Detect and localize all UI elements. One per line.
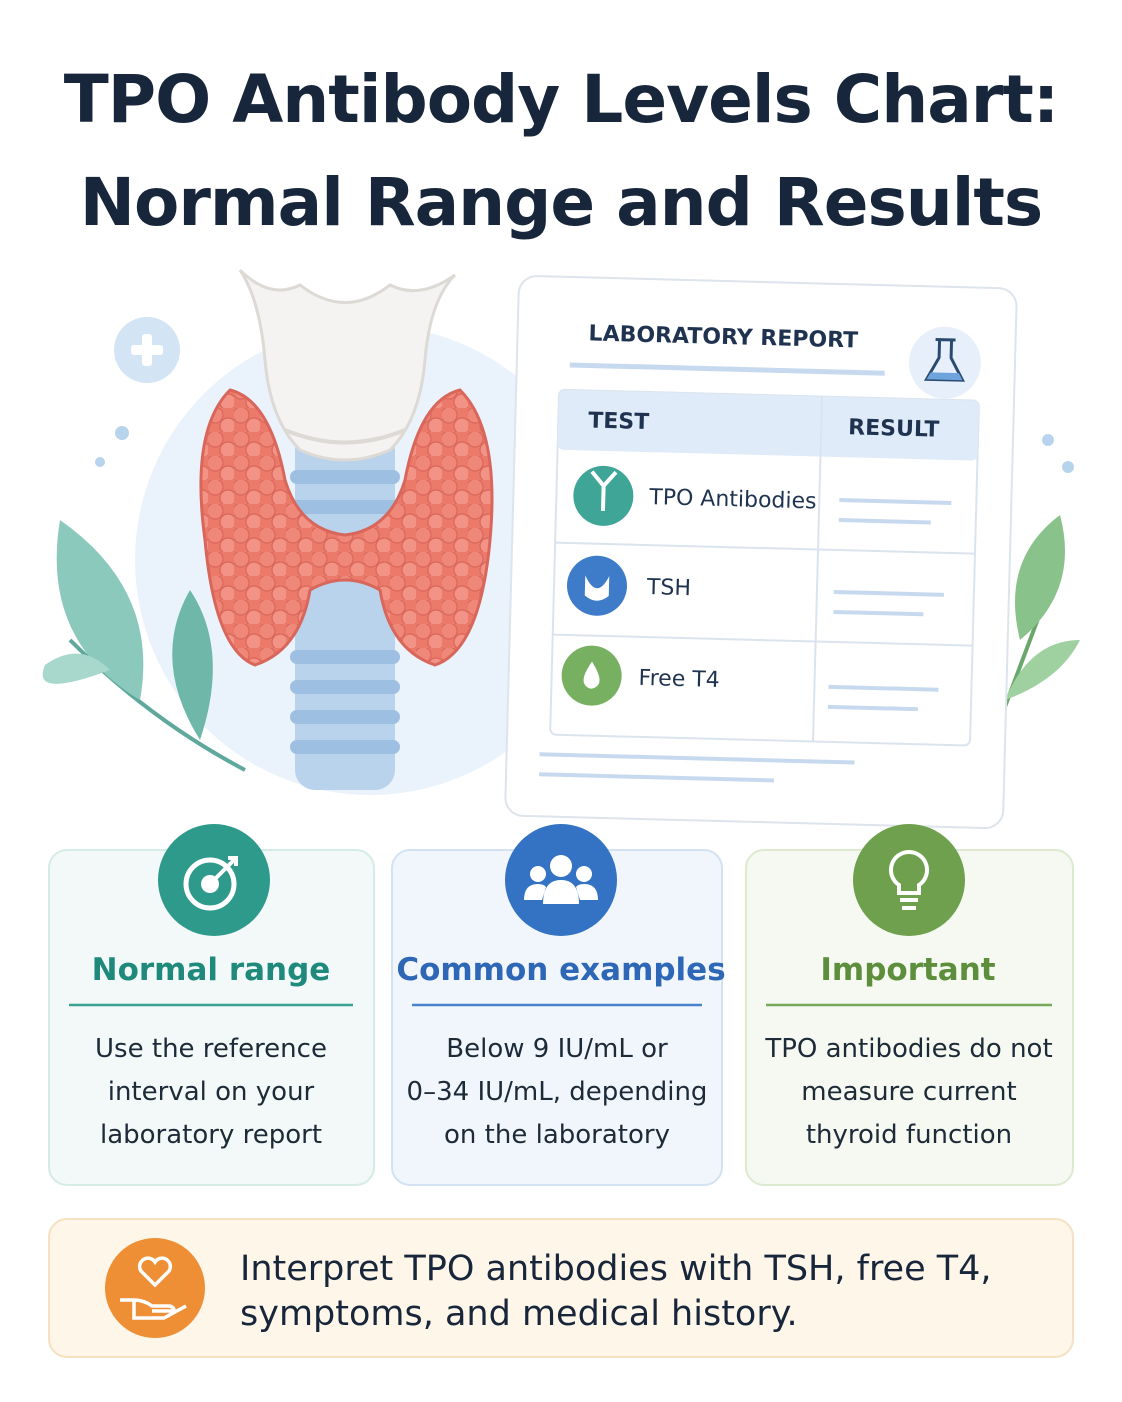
lab-report-part [552, 633, 973, 647]
footer-note: Interpret TPO antibodies with TSH, free … [48, 1218, 1074, 1358]
thyroid-illustration-part-part [290, 740, 400, 754]
lab-report-part [583, 661, 600, 689]
card-part [530, 866, 546, 882]
footer-text: Interpret TPO antibodies with TSH, free … [240, 1249, 992, 1289]
lab-report-part-part [833, 589, 944, 597]
lab-report-part-part [838, 518, 931, 525]
card-text: 0–34 IU/mL, depending [407, 1077, 708, 1107]
lab-report-part [590, 470, 618, 511]
footer-note-part [137, 1256, 173, 1288]
lab-report: LABORATORY REPORT TEST RESULT TPO Antibo… [504, 275, 1018, 829]
test-name: Free T4 [638, 666, 720, 693]
thyroid-illustration-part-part [290, 500, 400, 514]
thyroid-illustration-part [284, 428, 406, 445]
card-part [888, 849, 930, 895]
card-part [524, 880, 598, 904]
lab-report-part [569, 362, 885, 376]
column-header: TEST [588, 408, 650, 435]
card-part [208, 856, 238, 886]
illustration-background-part [1062, 461, 1074, 473]
card-text: thyroid function [806, 1120, 1012, 1150]
title-line: TPO Antibody Levels Chart: [64, 61, 1059, 138]
lab-report-part [584, 575, 610, 601]
lab-report-part-part [827, 704, 918, 712]
footer-note-part [48, 1218, 1074, 1358]
lab-report-part-part [828, 684, 939, 692]
illustration-background-part [95, 457, 105, 467]
lab-report-part-part [539, 772, 775, 783]
card-title: Common examples [396, 952, 725, 988]
card-text: Below 9 IU/mL or [446, 1034, 668, 1064]
thyroid-illustration-part-part [290, 710, 400, 724]
card: Common examples Below 9 IU/mL or 0–34 IU… [391, 824, 726, 1186]
thyroid-illustration-part [199, 388, 494, 667]
card-text: TPO antibodies do not [764, 1034, 1052, 1064]
leaves-part [42, 653, 110, 684]
lab-report-part [539, 498, 952, 783]
footer-text: symptoms, and medical history. [240, 1294, 798, 1334]
card-title: Normal range [92, 952, 331, 988]
leaves-part [1015, 515, 1065, 640]
title-line: Normal Range and Results [80, 164, 1042, 241]
card-text: measure current [801, 1077, 1016, 1107]
card-title: Important [820, 952, 995, 988]
card-text: laboratory report [100, 1120, 322, 1150]
card-part [900, 898, 918, 910]
card-part [853, 824, 965, 936]
footer-note-part [105, 1238, 205, 1338]
thyroid-illustration-part [238, 268, 457, 462]
thyroid-illustration-part-part [290, 470, 400, 484]
lab-report-part [812, 396, 824, 742]
lab-report-part [926, 372, 963, 381]
card-part [576, 866, 592, 882]
card-part [550, 855, 572, 877]
lab-report-part-part [833, 609, 924, 617]
card-text: on the laboratory [444, 1120, 670, 1150]
illustration-background-part [131, 345, 163, 355]
card-text: Use the reference [95, 1034, 327, 1064]
leaves-part [172, 590, 213, 740]
thyroid-illustration-part-part [290, 680, 400, 694]
thyroid-illustration-part [290, 470, 400, 754]
illustration-background-part [1042, 434, 1054, 446]
card: Normal range Use the reference interval … [48, 824, 375, 1186]
card-part [183, 857, 237, 911]
thyroid-illustration-part [295, 430, 395, 790]
test-name: TPO Antibodies [648, 485, 817, 514]
leaves-part [56, 520, 144, 700]
leaves-part [1005, 640, 1080, 700]
card-text: interval on your [108, 1077, 315, 1107]
leaves [42, 515, 1080, 772]
lab-report-part-part [539, 752, 855, 765]
lab-report-part [555, 541, 976, 555]
lab-report-part [557, 389, 979, 461]
lab-report-part-part [839, 498, 952, 505]
lab-report-part [567, 555, 628, 616]
illustration-background-part [115, 426, 129, 440]
thyroid-illustration [199, 268, 494, 790]
footer-note-part [120, 1298, 187, 1320]
test-name: TSH [646, 575, 692, 601]
card: Important TPO antibodies do not measure … [745, 824, 1074, 1186]
thyroid-illustration-part-part [290, 650, 400, 664]
column-header: RESULT [848, 415, 940, 442]
